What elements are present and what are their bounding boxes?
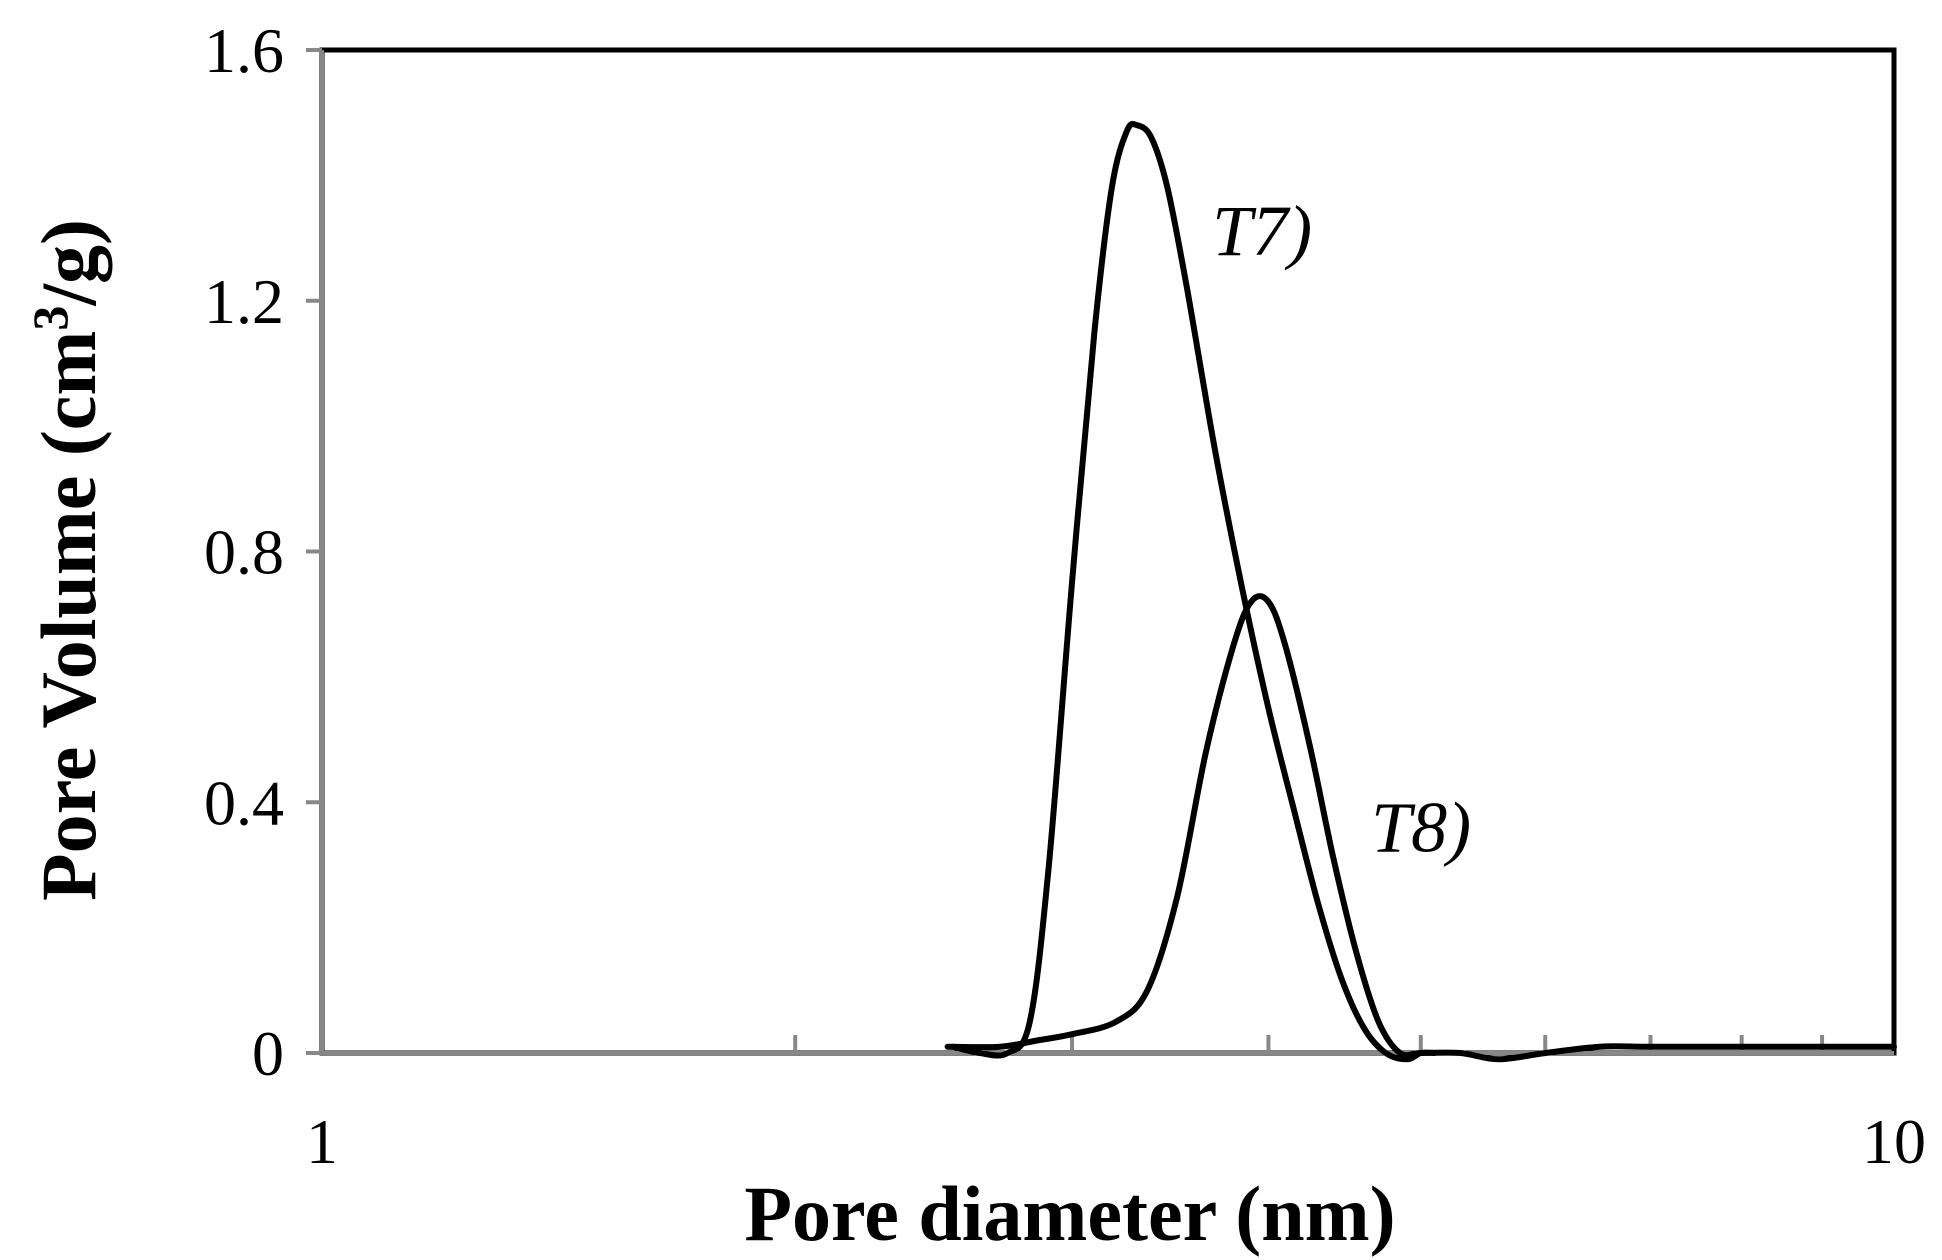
series-label-1: T7) (1212, 191, 1312, 271)
series-labels: T7) T8) (1212, 191, 1471, 867)
y-axis-title-main: Pore Volume (cm (25, 331, 112, 901)
y-tick-label: 1.2 (204, 266, 284, 337)
y-tick-label: 1.6 (204, 15, 284, 86)
series-layer (944, 120, 1897, 1063)
y-tick-label: 0 (252, 1018, 284, 1089)
series-label-2: T8) (1371, 788, 1471, 868)
series-line-1 (950, 120, 1438, 1063)
y-axis-title: Pore Volume (cm3/g) (22, 219, 112, 901)
y-axis-title-end: /g) (25, 219, 112, 307)
y-axis: 0 0.4 0.8 1.2 1.6 (204, 15, 324, 1089)
x-axis: 1 10 (306, 1035, 1926, 1177)
x-tick-label: 1 (306, 1106, 338, 1177)
series-line-2 (944, 593, 1897, 1063)
x-tick-label: 10 (1862, 1106, 1926, 1177)
y-tick-label: 0.8 (204, 517, 284, 588)
y-tick-label: 0.4 (204, 767, 284, 838)
y-axis-title-superscript: 3 (22, 306, 78, 331)
x-axis-title: Pore diameter (nm) (744, 1170, 1395, 1257)
